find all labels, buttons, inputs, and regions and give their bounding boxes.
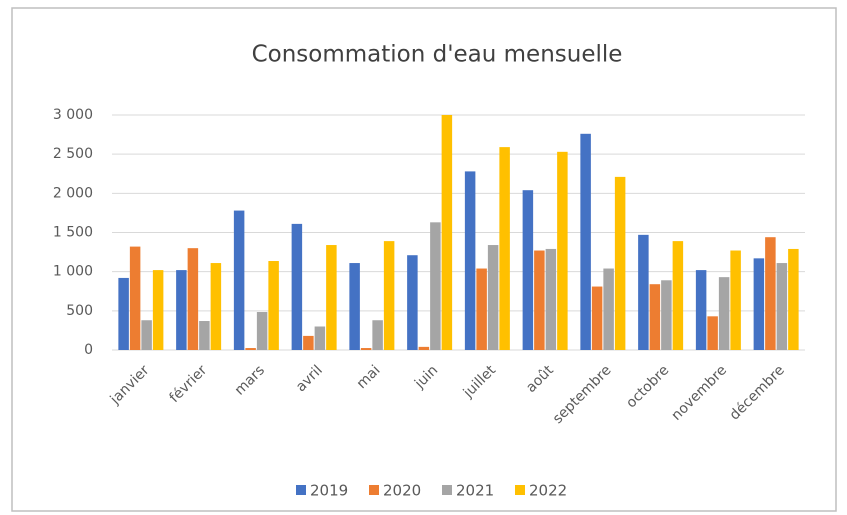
bar	[522, 190, 534, 350]
bar	[603, 268, 614, 350]
bar	[765, 237, 776, 350]
bar	[638, 234, 649, 350]
bar	[707, 316, 718, 350]
bar	[326, 245, 337, 350]
bar	[730, 250, 741, 350]
y-tick-label: 2 000	[53, 185, 93, 201]
bar	[383, 241, 395, 350]
bar	[418, 346, 430, 350]
bar	[430, 222, 441, 350]
legend-swatch	[296, 485, 306, 495]
chart-title: Consommation d'eau mensuelle	[252, 42, 623, 68]
bar	[557, 151, 568, 350]
legend-swatch	[369, 485, 379, 495]
bar	[441, 115, 453, 350]
legend-label: 2019	[310, 482, 348, 500]
bar	[580, 133, 591, 350]
y-tick-label: 3 000	[53, 107, 93, 123]
bar	[649, 284, 661, 350]
bar	[407, 255, 418, 350]
bar	[303, 335, 314, 350]
bar	[614, 176, 626, 350]
bar	[545, 248, 557, 350]
bar	[661, 280, 672, 350]
bar	[776, 263, 788, 350]
bar	[176, 270, 187, 350]
bar	[534, 250, 545, 350]
bar	[349, 263, 360, 350]
bar	[256, 312, 268, 350]
legend-swatch	[515, 485, 525, 495]
bar	[464, 171, 476, 350]
legend-label: 2022	[529, 482, 567, 500]
y-tick-label: 0	[84, 342, 93, 358]
bar	[788, 248, 799, 350]
bar	[141, 320, 152, 350]
bar	[672, 241, 684, 350]
y-tick-label: 2 500	[53, 146, 93, 162]
bar	[233, 210, 245, 350]
y-tick-label: 1 000	[53, 264, 93, 280]
bar	[210, 263, 222, 350]
bar	[718, 277, 730, 350]
bar	[245, 348, 256, 350]
bar	[314, 326, 326, 350]
bar	[187, 248, 199, 350]
bar	[487, 245, 499, 350]
y-tick-label: 500	[66, 303, 93, 319]
bar	[118, 277, 129, 350]
legend-label: 2020	[383, 482, 421, 500]
bar	[695, 270, 707, 350]
y-tick-label: 1 500	[53, 225, 93, 241]
bar	[372, 320, 383, 350]
bar	[753, 258, 765, 350]
bar	[291, 223, 303, 350]
bar	[129, 246, 141, 350]
chart-frame	[11, 7, 837, 512]
bar	[268, 261, 279, 350]
bar	[360, 348, 372, 350]
bar	[499, 147, 510, 350]
legend-label: 2021	[456, 482, 494, 500]
legend-swatch	[442, 485, 452, 495]
bar	[476, 268, 487, 350]
bar	[152, 270, 164, 350]
bar	[199, 321, 210, 350]
bar	[591, 286, 603, 350]
